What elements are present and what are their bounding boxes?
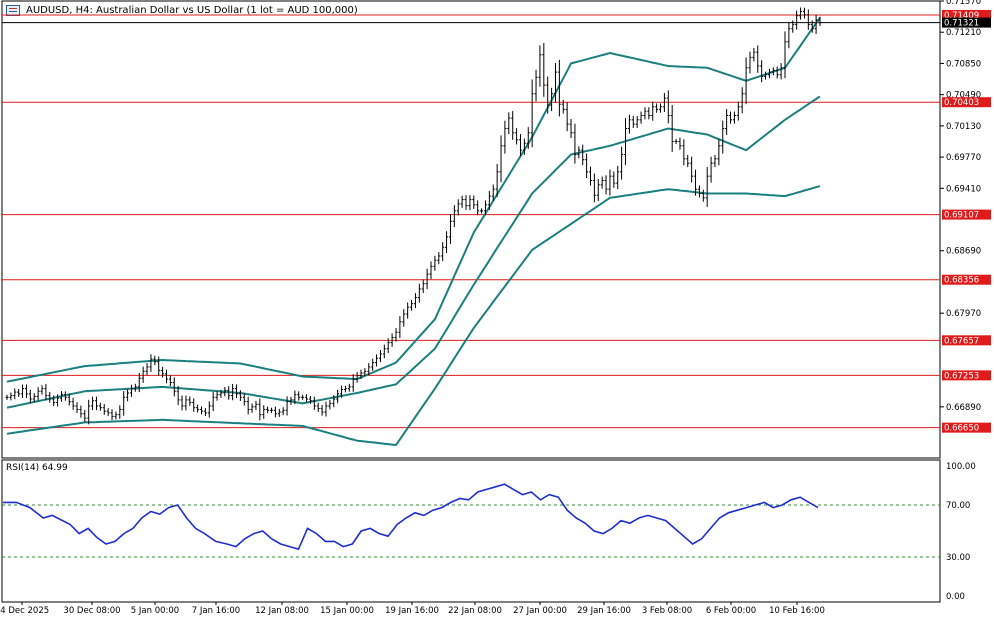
- x-tick-label: 12 Jan 08:00: [255, 606, 309, 616]
- price-tag-box: [942, 370, 991, 381]
- y-tick-label: 0.67970: [946, 309, 981, 319]
- y-tick-label: 0.66890: [946, 403, 981, 413]
- x-tick-label: 19 Jan 16:00: [385, 606, 439, 616]
- x-tick-label: 10 Feb 16:00: [769, 606, 825, 616]
- rsi-line: [3, 483, 819, 551]
- price-tag-label: 0.66650: [944, 424, 979, 434]
- x-tick-label: 22 Jan 08:00: [448, 606, 502, 616]
- price-tag-box: [942, 335, 991, 346]
- price-tag-label: 0.67657: [944, 336, 979, 346]
- x-tick-label: 15 Jan 00:00: [320, 606, 374, 616]
- x-tick-label: 6 Feb 00:00: [706, 606, 756, 616]
- rsi-tick-label: 70.00: [946, 501, 970, 511]
- price-tag-label: 0.71409: [944, 11, 979, 21]
- y-tick-label: 0.70850: [946, 59, 981, 69]
- price-tag-label: 0.67253: [944, 371, 979, 381]
- chart-title: AUDUSD, H4: Australian Dollar vs US Doll…: [26, 5, 358, 16]
- x-tick-label: 30 Dec 08:00: [63, 606, 120, 616]
- chart-title-bar: AUDUSD, H4: Australian Dollar vs US Doll…: [6, 5, 358, 16]
- price-tag-label: 0.68356: [944, 276, 979, 286]
- y-tick-label: 0.69770: [946, 153, 981, 163]
- bollinger-middle-band: [6, 95, 821, 409]
- x-tick-label: 27 Jan 00:00: [513, 606, 567, 616]
- y-tick-label: 0.68690: [946, 247, 981, 257]
- y-tick-label: 0.69410: [946, 184, 981, 194]
- price-tag-box: [942, 9, 991, 20]
- price-tag-box: [942, 274, 991, 285]
- y-tick-label: 0.71210: [946, 28, 981, 38]
- price-tag-label: 0.69107: [944, 211, 979, 221]
- bollinger-upper-band: [6, 17, 821, 383]
- rsi-tick-label: 0.00: [946, 592, 965, 602]
- x-tick-label: 5 Jan 00:00: [131, 606, 179, 616]
- current-price-label: 0.71321: [944, 19, 979, 29]
- rsi-tick-label: 100.00: [946, 462, 976, 472]
- rsi-tick-label: 30.00: [946, 553, 970, 563]
- chart-window-icon: [6, 5, 20, 16]
- x-tick-label: 29 Jan 16:00: [577, 606, 631, 616]
- y-tick-label: 0.70130: [946, 122, 981, 132]
- x-tick-label: 3 Feb 08:00: [642, 606, 692, 616]
- price-tag-box: [942, 209, 991, 220]
- x-tick-label: 7 Jan 16:00: [192, 606, 240, 616]
- price-tag-box: [942, 97, 991, 108]
- y-tick-label: 0.70490: [946, 91, 981, 101]
- price-tag-box: [942, 422, 991, 433]
- rsi-label: RSI(14) 64.99: [6, 463, 68, 473]
- x-tick-label: 24 Dec 2025: [0, 606, 49, 616]
- price-tag-label: 0.70403: [944, 98, 979, 108]
- main-panel-frame: [1, 0, 941, 459]
- bollinger-lower-band: [6, 185, 821, 447]
- y-tick-label: 0.71570: [946, 0, 981, 7]
- current-price-tag-box: [942, 17, 991, 28]
- rsi-panel-frame: [1, 459, 941, 603]
